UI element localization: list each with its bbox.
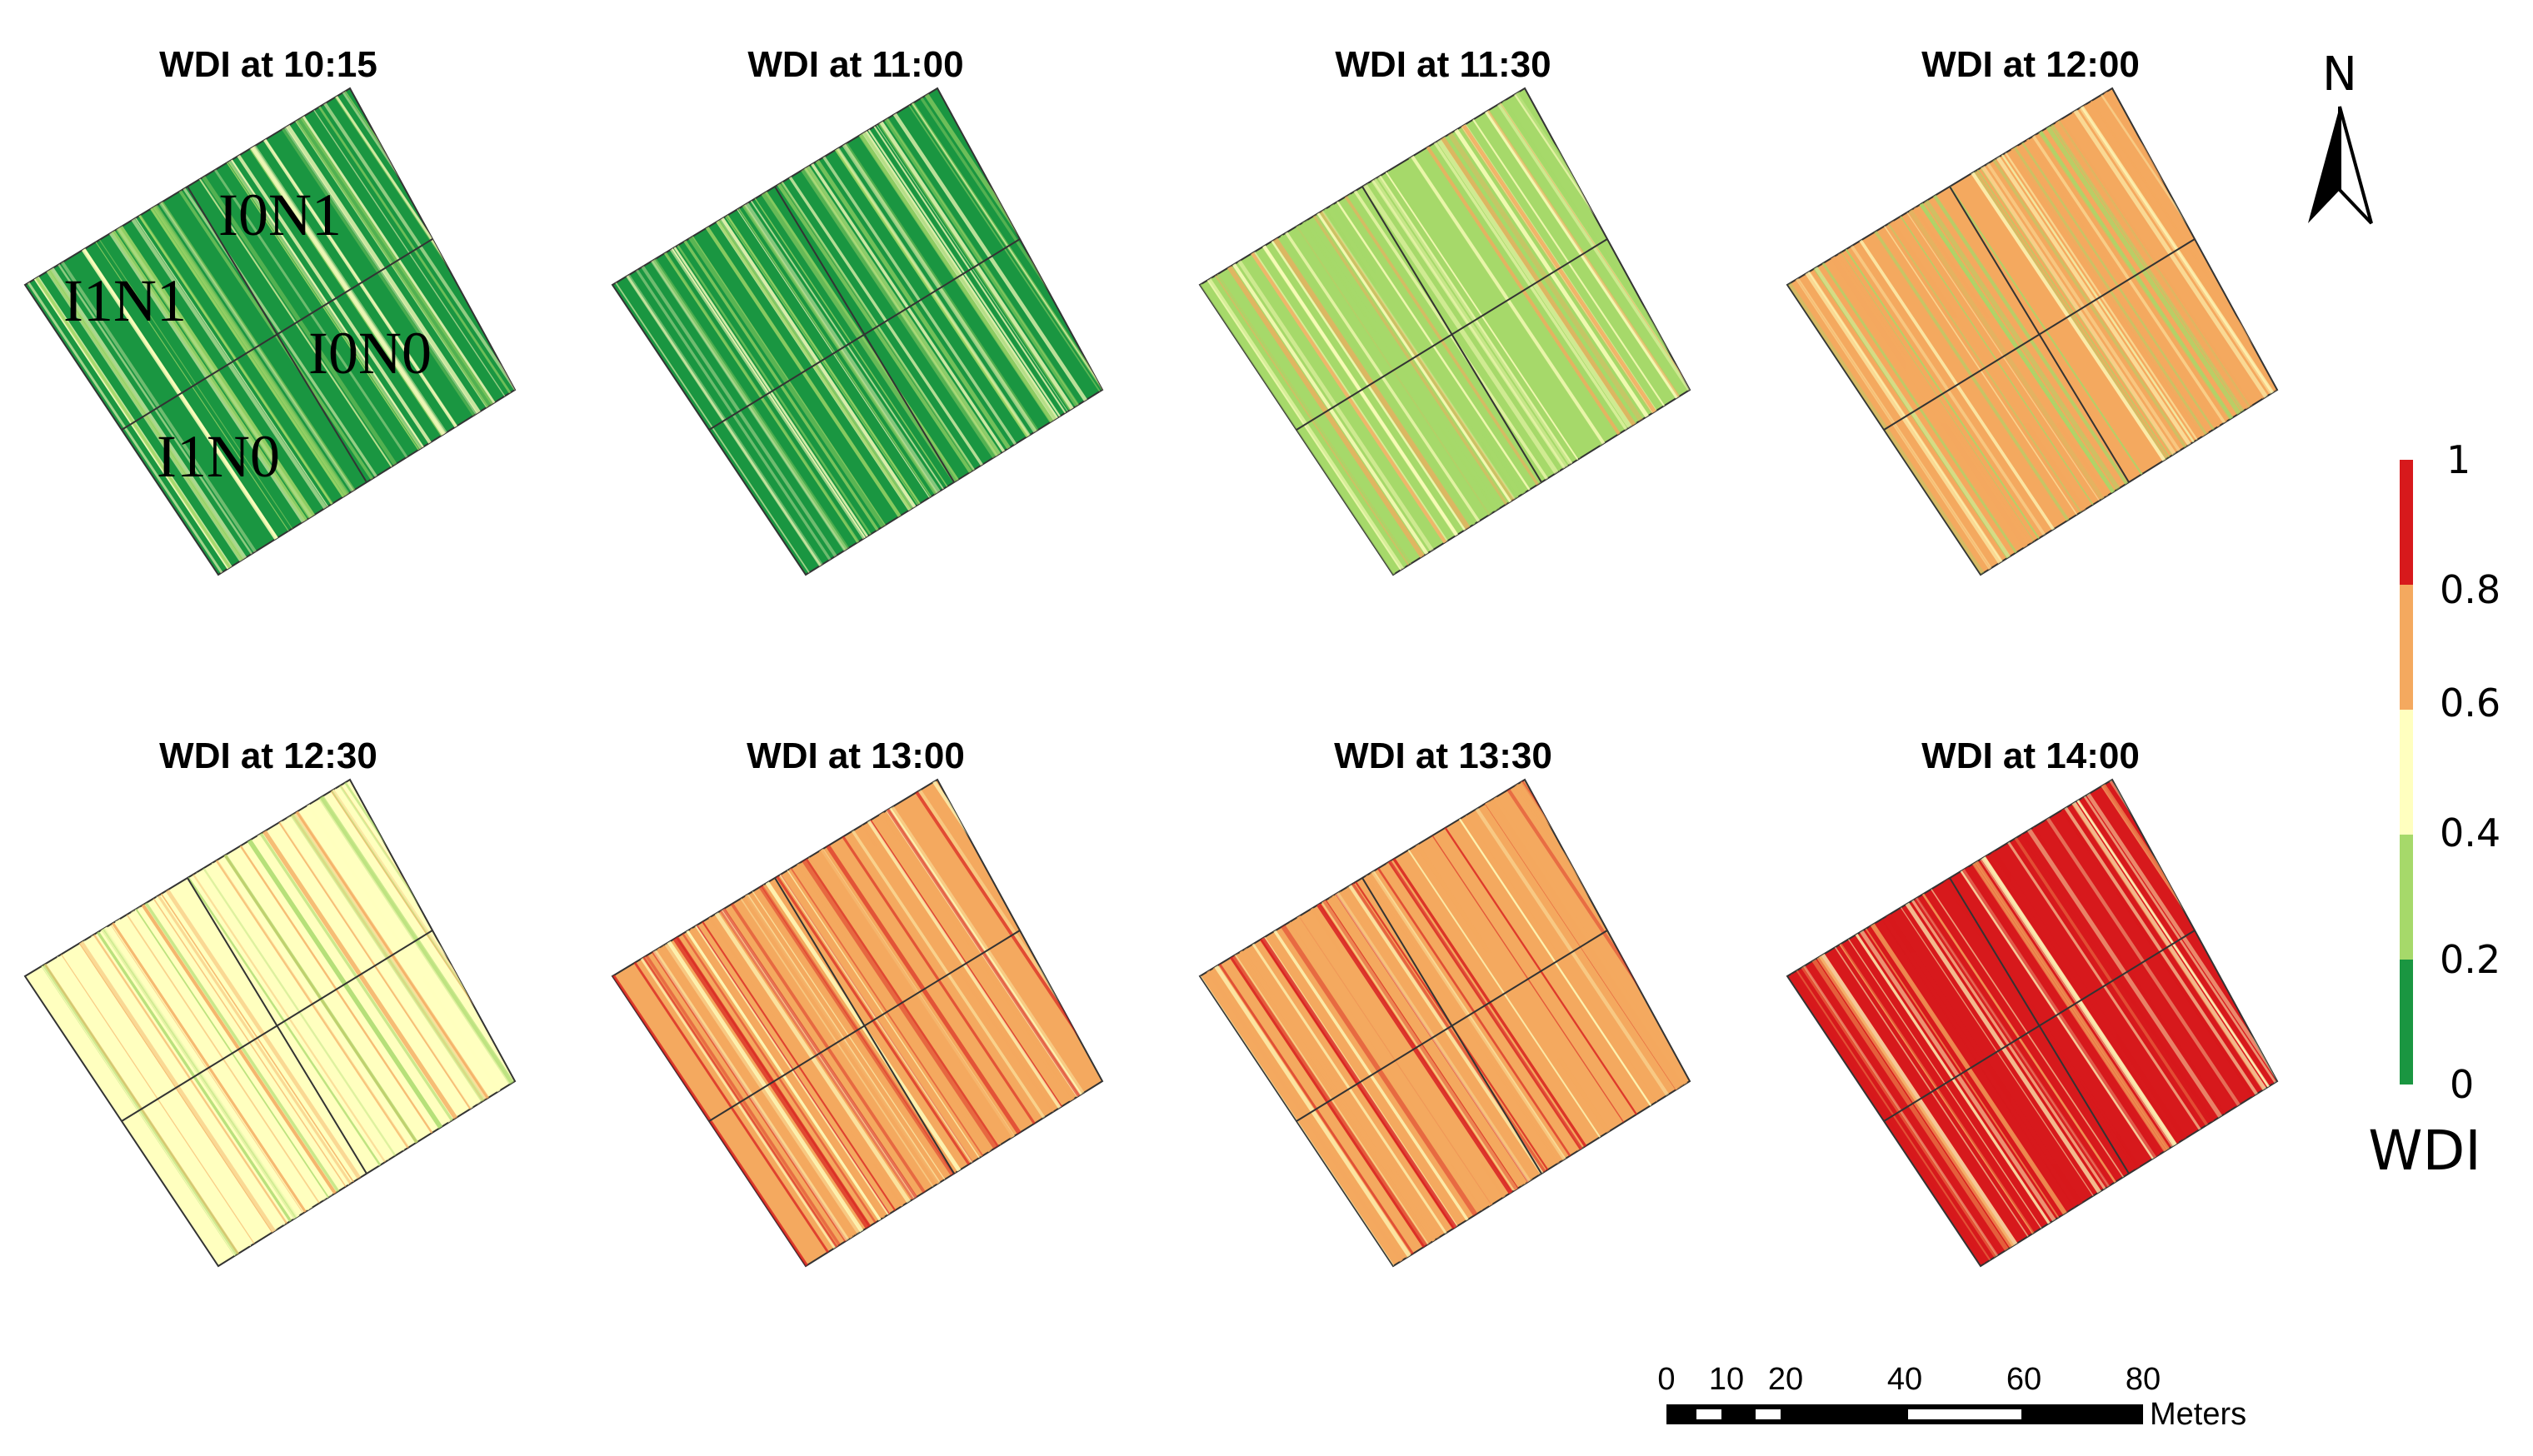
field-texture — [1200, 91, 1690, 575]
legend-swatch — [2400, 460, 2413, 585]
field-texture — [1787, 91, 2277, 575]
panel-title: WDI at 12:00 — [1921, 44, 2140, 85]
scale-tick: 10 — [1709, 1362, 1744, 1397]
scale-tick: 40 — [1887, 1362, 1922, 1397]
panel-1200: WDI at 12:00 — [1786, 44, 2279, 576]
plot-divider — [708, 930, 1021, 1122]
plot-divider — [1883, 238, 2196, 431]
scale-tick: 80 — [2126, 1362, 2161, 1397]
legend-tick: 0 — [2450, 1062, 2474, 1107]
plot-divider — [1296, 930, 1608, 1122]
legend-swatch — [2400, 585, 2413, 710]
panel-title: WDI at 11:30 — [1335, 44, 1551, 85]
north-arrow-icon — [2308, 106, 2373, 225]
plot-divider — [1883, 930, 2196, 1122]
plot-divider — [121, 238, 433, 431]
legend-swatch — [2400, 710, 2413, 835]
legend-swatch — [2400, 835, 2413, 960]
scale-bar: 0 10 20 40 60 80 Meters — [1657, 1362, 2246, 1432]
legend-tick: 0.6 — [2440, 681, 2501, 726]
plot-label-i0n1: I0N1 — [218, 182, 342, 248]
legend-title: WDI — [2368, 1119, 2481, 1183]
scale-bar-segment — [1696, 1409, 1721, 1419]
scale-tick: 0 — [1657, 1362, 1675, 1397]
panel-title: WDI at 10:15 — [159, 44, 377, 85]
plot-divider — [708, 238, 1021, 431]
scale-bar-frame — [1666, 1404, 2143, 1424]
scale-tick: 60 — [2006, 1362, 2041, 1397]
panel-1130: WDI at 11:30 — [1198, 44, 1691, 576]
north-label: N — [2322, 47, 2357, 102]
panel-title: WDI at 11:00 — [747, 44, 963, 85]
field-texture — [41, 781, 515, 1266]
scale-tick: 20 — [1768, 1362, 1803, 1397]
plot-label-i1n1: I1N1 — [63, 267, 187, 334]
plot-label-i0n0: I0N0 — [308, 320, 432, 386]
panel-title: WDI at 14:00 — [1921, 735, 2140, 776]
panel-title: WDI at 12:30 — [159, 735, 377, 776]
scale-bar-segment — [1756, 1409, 1781, 1419]
field-texture — [615, 93, 1102, 575]
north-arrow: N — [2308, 47, 2373, 225]
legend-tick: 0.4 — [2440, 810, 2501, 855]
panel-1300: WDI at 13:00 — [611, 735, 1104, 1268]
field-texture — [27, 91, 515, 575]
plot-label-i1n0: I1N0 — [157, 423, 280, 490]
legend-tick: 1 — [2446, 437, 2471, 482]
legend-tick: 0.8 — [2440, 567, 2501, 612]
legend-swatch — [2400, 960, 2413, 1085]
legend-tick: 0.2 — [2440, 937, 2501, 982]
panel-1400: WDI at 14:00 — [1786, 735, 2279, 1268]
field-map — [1786, 87, 2279, 576]
panel-1230: WDI at 12:30 — [23, 735, 517, 1268]
plot-divider — [1296, 238, 1608, 431]
scale-unit: Meters — [2150, 1397, 2246, 1432]
panel-1015: WDI at 10:15 I0N1 I1N1 I0N0 I1N0 — [23, 44, 517, 576]
panel-title: WDI at 13:00 — [747, 735, 965, 776]
panel-1100: WDI at 11:00 — [611, 44, 1104, 576]
wdi-legend: 1 0.8 0.6 0.4 0.2 0 WDI — [2368, 437, 2501, 1183]
plot-divider — [121, 930, 433, 1122]
panel-title: WDI at 13:30 — [1334, 735, 1552, 776]
field-texture — [612, 780, 1102, 1266]
scale-bar-segment — [1908, 1409, 2021, 1419]
panel-1330: WDI at 13:30 — [1198, 735, 1691, 1268]
